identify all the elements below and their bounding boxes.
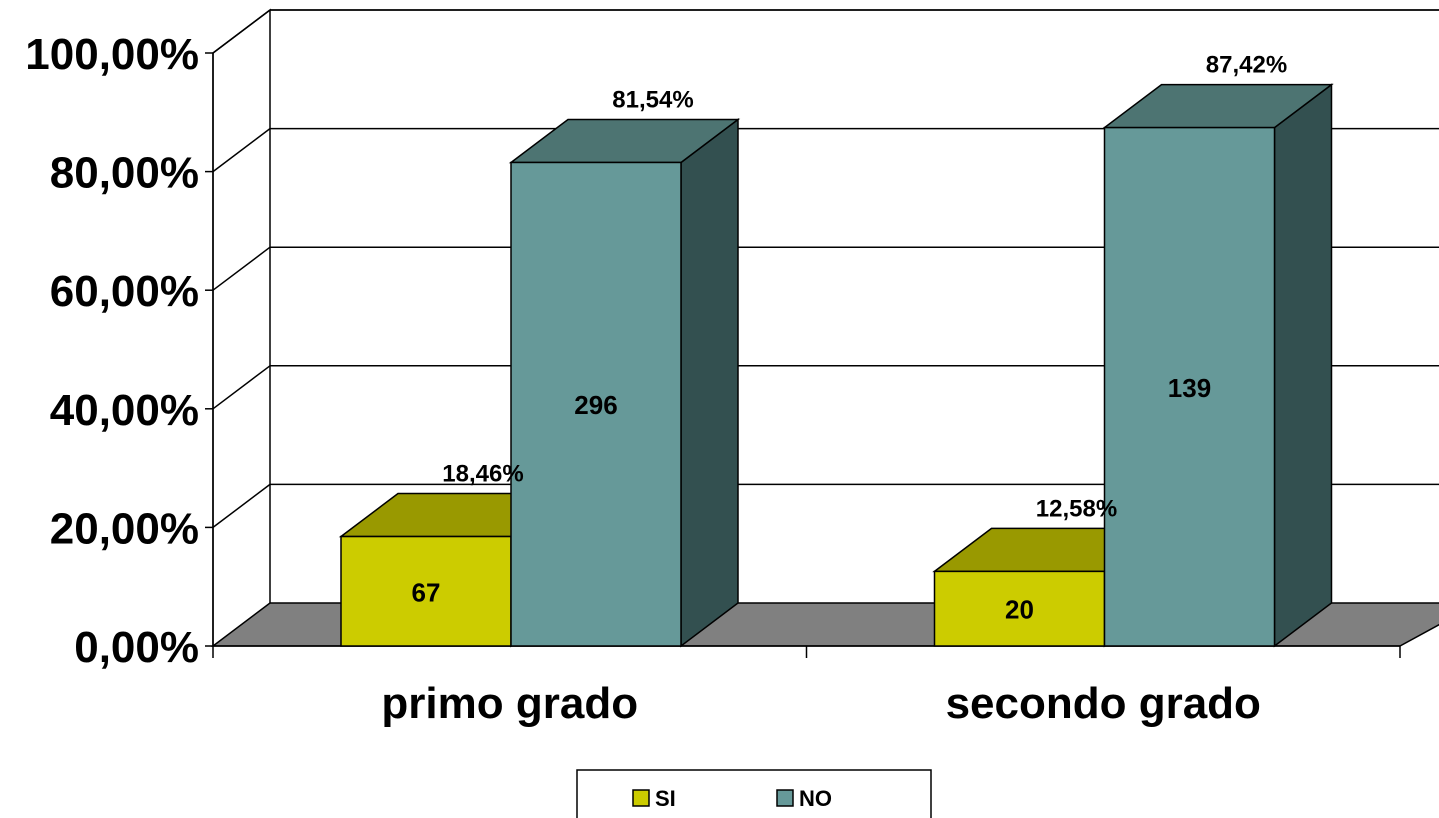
y-tick-label: 0,00% — [74, 623, 199, 672]
x-category-label: secondo grado — [946, 679, 1261, 728]
bar-front — [1103, 126, 1276, 647]
bar-count-label: 296 — [574, 390, 617, 420]
bar-count-label: 139 — [1168, 373, 1211, 403]
y-tick-label: 100,00% — [25, 30, 199, 79]
legend-label: NO — [799, 786, 832, 811]
gridline-side — [212, 246, 271, 291]
bar-front — [340, 535, 512, 647]
bar-count-label: 20 — [1005, 595, 1034, 625]
gridline-side — [212, 9, 271, 54]
y-tick-label: 20,00% — [50, 504, 199, 553]
legend-swatch — [632, 789, 650, 807]
bar-percent-label: 81,54% — [612, 86, 693, 113]
y-axis: 0,00% 20,00% 40,00% 60,00% 80,00% 100,00% — [25, 30, 214, 672]
x-axis: primo grado secondo grado — [212, 645, 1401, 728]
legend-swatch — [776, 789, 794, 807]
bar-count-label: 67 — [412, 577, 441, 607]
bar-front — [510, 161, 682, 647]
bar — [1102, 83, 1334, 648]
bar-percent-label: 87,42% — [1206, 52, 1287, 79]
data-labels: 18,46% 67 81,54% 296 12,58% 20 87,42% 139 — [412, 52, 1288, 625]
y-tick-label: 60,00% — [50, 267, 199, 316]
bar-percent-label: 18,46% — [442, 461, 523, 488]
legend-box — [576, 769, 932, 818]
bar-side — [1273, 83, 1333, 648]
y-tick-label: 40,00% — [50, 386, 199, 435]
legend: SI NO — [576, 769, 932, 818]
side-wall — [212, 8, 271, 646]
bars — [338, 83, 1334, 648]
legend-label: SI — [655, 786, 676, 811]
gridline-side — [212, 483, 271, 528]
bar-front — [933, 570, 1106, 647]
gridline-side — [212, 365, 271, 410]
x-category-label: primo grado — [381, 679, 638, 728]
bar-side — [680, 117, 739, 648]
bar — [508, 117, 741, 648]
gridline-side — [212, 128, 271, 173]
bar-percent-label: 12,58% — [1036, 495, 1117, 522]
y-tick-label: 80,00% — [50, 149, 199, 198]
